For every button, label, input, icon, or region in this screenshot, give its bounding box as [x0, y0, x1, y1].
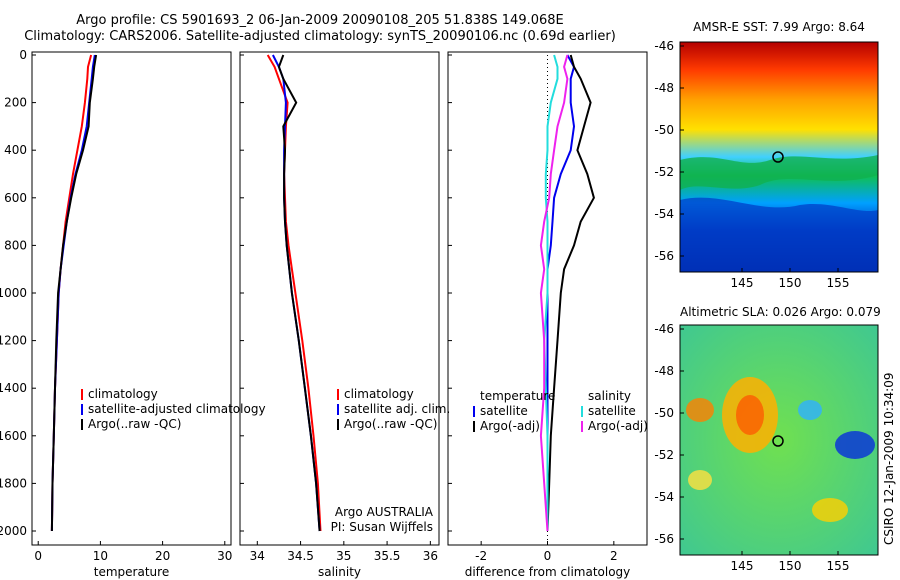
- depth-tick-label: 1400: [0, 381, 27, 395]
- depth-tick-label: 1200: [0, 334, 27, 348]
- depth-tick-label: 1600: [0, 429, 27, 443]
- series-line: [543, 54, 559, 531]
- sst-cold-band: [680, 197, 878, 272]
- x-tick-label: -2: [475, 549, 487, 563]
- sla-map-title: Altimetric SLA: 0.026 Argo: 0.079: [680, 305, 881, 319]
- argo-location-marker-sla: [772, 435, 784, 447]
- depth-tick-label: 200: [4, 96, 27, 110]
- x-tick-label: 35.5: [374, 549, 401, 563]
- series-line: [50, 54, 98, 532]
- sla-anomaly-cool: [798, 400, 822, 420]
- map-x-tick-label: 155: [827, 276, 850, 290]
- x-tick-label: 35: [336, 549, 351, 563]
- x-tick-label: 10: [93, 549, 108, 563]
- legend-label: Argo(..raw -QC): [344, 417, 437, 431]
- credit-label: CSIRO 12-Jan-2009 10:34:09: [882, 372, 896, 545]
- legend-header: temperature: [480, 389, 555, 403]
- map-y-tick-label: -50: [654, 123, 674, 137]
- x-axis-label: difference from climatology: [465, 565, 631, 579]
- series-line: [546, 54, 576, 531]
- map-y-tick-label: -46: [654, 322, 674, 336]
- map-y-tick-label: -50: [654, 406, 674, 420]
- legend-label: Argo(-adj): [480, 419, 540, 433]
- legend-label: satellite: [480, 404, 528, 418]
- depth-tick-label: 0: [19, 48, 27, 62]
- x-tick-label: 34: [250, 549, 265, 563]
- sla-anomaly-west: [686, 398, 714, 422]
- x-tick-label: 36: [423, 549, 438, 563]
- legend-label: climatology: [344, 387, 414, 401]
- salinity-panel-frame: [239, 51, 440, 546]
- plot-title-line1: Argo profile: CS 5901693_2 06-Jan-2009 2…: [76, 13, 564, 28]
- map-y-tick-label: -54: [654, 490, 674, 504]
- map-x-tick-label: 145: [731, 559, 754, 573]
- map-y-tick-label: -48: [654, 81, 674, 95]
- legend-label: Argo(-adj): [588, 419, 648, 433]
- map-x-tick-label: 155: [827, 559, 850, 573]
- sst-map-title: AMSR-E SST: 7.99 Argo: 8.64: [693, 20, 865, 34]
- legend-label: Argo(..raw -QC): [88, 417, 181, 431]
- depth-tick-label: 600: [4, 191, 27, 205]
- legend-header: salinity: [588, 389, 631, 403]
- sla-anomaly-low: [835, 431, 875, 459]
- sla-anomaly-south: [812, 498, 848, 522]
- sla-anomaly-southwest: [688, 470, 712, 490]
- map-x-tick-label: 150: [779, 276, 802, 290]
- depth-tick-label: 400: [4, 143, 27, 157]
- map-y-tick-label: -52: [654, 165, 674, 179]
- map-x-tick-label: 150: [779, 559, 802, 573]
- map-y-tick-label: -56: [654, 249, 674, 263]
- series-line: [546, 54, 595, 532]
- depth-tick-label: 1000: [0, 286, 27, 300]
- sla-anomaly-core: [736, 395, 764, 435]
- x-tick-label: 30: [217, 549, 232, 563]
- map-y-tick-label: -52: [654, 448, 674, 462]
- annotation-label: PI: Susan Wijffels: [331, 520, 433, 534]
- x-tick-label: 0: [34, 549, 42, 563]
- sst-front-band: [680, 155, 878, 190]
- x-axis-label: salinity: [318, 565, 361, 579]
- series-line: [539, 54, 569, 532]
- map-y-tick-label: -54: [654, 207, 674, 221]
- series-line: [277, 54, 321, 532]
- x-tick-label: 20: [155, 549, 170, 563]
- map-y-tick-label: -48: [654, 364, 674, 378]
- x-axis-label: temperature: [94, 565, 169, 579]
- sst-map-frame: [679, 41, 879, 273]
- argo-location-marker: [772, 151, 784, 163]
- temperature-panel-frame: [31, 51, 232, 546]
- legend-label: satellite-adjusted climatology: [88, 402, 266, 416]
- x-tick-label: 2: [610, 549, 618, 563]
- depth-tick-label: 800: [4, 238, 27, 252]
- sla-map-frame: [679, 324, 879, 556]
- map-y-tick-label: -56: [654, 532, 674, 546]
- map-x-tick-label: 145: [731, 276, 754, 290]
- legend-label: climatology: [88, 387, 158, 401]
- plot-title-line2: Climatology: CARS2006. Satellite-adjuste…: [24, 29, 616, 44]
- legend-label: satellite: [588, 404, 636, 418]
- legend-label: satellite adj. clim.: [344, 402, 450, 416]
- depth-tick-label: 2000: [0, 524, 27, 538]
- x-tick-label: 34.5: [287, 549, 314, 563]
- annotation-label: Argo AUSTRALIA: [335, 505, 434, 519]
- map-y-tick-label: -46: [654, 39, 674, 53]
- x-tick-label: 0: [544, 549, 552, 563]
- depth-tick-label: 1800: [0, 476, 27, 490]
